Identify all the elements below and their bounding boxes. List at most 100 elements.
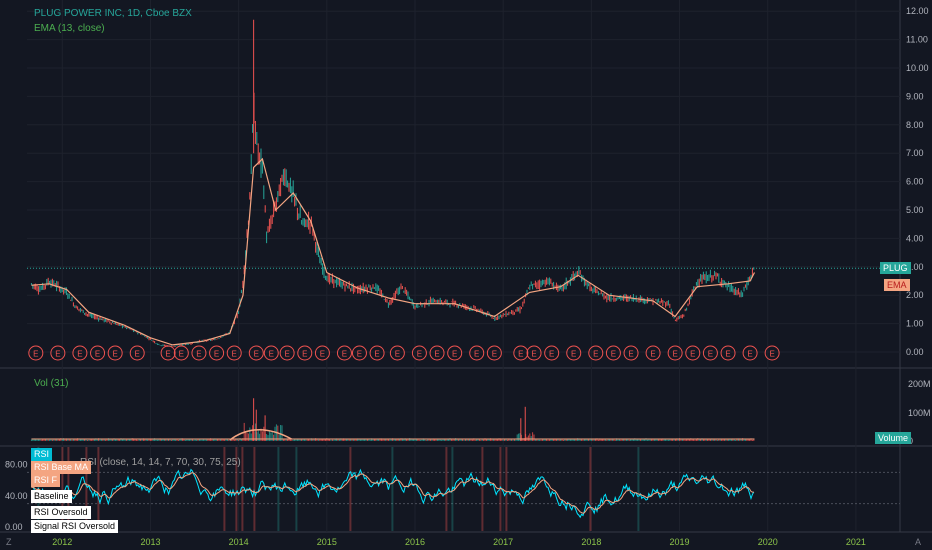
rsi-tick-label: 0.00 — [5, 522, 23, 532]
price-tick-label: 9.00 — [906, 91, 924, 101]
rsi-signal-band — [481, 447, 484, 531]
earnings-marker-icon — [263, 345, 279, 361]
rsi-signal-band — [235, 447, 238, 531]
symbol-legend[interactable]: PLUG POWER INC, 1D, Cboe BZX — [34, 8, 192, 19]
earnings-marker-label: E — [650, 350, 655, 359]
time-tick-label: 2012 — [52, 537, 72, 547]
earnings-marker-label: E — [690, 350, 695, 359]
bottom-left-corner-icon[interactable]: Z — [6, 537, 12, 547]
earnings-marker-label: E — [196, 350, 201, 359]
earnings-marker-icon — [248, 345, 264, 361]
rsi-params-legend[interactable]: RSI (close, 14, 14, 7, 70, 30, 75, 25) — [80, 457, 241, 468]
earnings-marker-icon — [129, 345, 145, 361]
earnings-marker-icon — [351, 345, 367, 361]
earnings-marker-icon — [297, 345, 313, 361]
rsi-line — [31, 468, 755, 519]
earnings-marker-icon — [28, 345, 44, 361]
price-tick-label: 12.00 — [906, 6, 929, 16]
earnings-marker-icon — [667, 345, 683, 361]
earnings-marker-label: E — [214, 350, 219, 359]
earnings-marker-label: E — [593, 350, 598, 359]
price-tick-label: 0.00 — [906, 347, 924, 357]
ema-tag: EMA — [884, 279, 910, 291]
earnings-marker-label: E — [33, 350, 38, 359]
rsi-f-label: RSI F — [31, 474, 61, 487]
earnings-marker-icon — [72, 345, 88, 361]
time-tick-label: 2015 — [317, 537, 337, 547]
earnings-marker-icon — [645, 345, 661, 361]
earnings-marker-label: E — [269, 350, 274, 359]
earnings-marker-icon — [702, 345, 718, 361]
time-tick-label: 2018 — [581, 537, 601, 547]
earnings-marker-label: E — [232, 350, 237, 359]
earnings-marker-icon — [720, 345, 736, 361]
rsi-tick-label: 40.00 — [5, 491, 28, 501]
earnings-marker-icon — [369, 345, 385, 361]
price-tick-label: 8.00 — [906, 120, 924, 130]
earnings-marker-icon — [160, 345, 176, 361]
earnings-marker-label: E — [708, 350, 713, 359]
earnings-marker-label: E — [417, 350, 422, 359]
bottom-right-corner-icon[interactable]: A — [915, 537, 922, 547]
earnings-marker-label: E — [342, 350, 347, 359]
volume-legend[interactable]: Vol (31) — [34, 378, 69, 389]
price-tick-label: 2.00 — [906, 290, 924, 300]
earnings-marker-icon — [173, 345, 189, 361]
earnings-marker-label: E — [254, 350, 259, 359]
earnings-marker-icon — [588, 345, 604, 361]
earnings-marker-icon — [90, 345, 106, 361]
earnings-marker-icon — [191, 345, 207, 361]
rsi-tick-label: 80.00 — [5, 460, 28, 470]
time-tick-label: 2017 — [493, 537, 513, 547]
earnings-marker-label: E — [549, 350, 554, 359]
earnings-marker-icon — [314, 345, 330, 361]
earnings-marker-icon — [469, 345, 485, 361]
time-tick-label: 2020 — [758, 537, 778, 547]
rsi-signal-band — [223, 447, 226, 531]
earnings-marker-label: E — [179, 350, 184, 359]
earnings-marker-label: E — [769, 350, 774, 359]
earnings-marker-icon — [486, 345, 502, 361]
ema-legend[interactable]: EMA (13, close) — [34, 23, 105, 34]
earnings-marker-label: E — [55, 350, 60, 359]
rsi-signal-band — [589, 447, 592, 531]
earnings-marker-label: E — [135, 350, 140, 359]
time-tick-label: 2014 — [229, 537, 249, 547]
earnings-marker-icon — [336, 345, 352, 361]
rsi-signal-band — [637, 447, 640, 531]
earnings-marker-icon — [389, 345, 405, 361]
earnings-marker-icon — [279, 345, 295, 361]
volume-tick-label: 200M — [908, 379, 931, 389]
earnings-marker-label: E — [628, 350, 633, 359]
volume-ma-line — [229, 429, 292, 441]
earnings-marker-icon — [544, 345, 560, 361]
rsi-signal-band — [349, 447, 352, 531]
earnings-marker-label: E — [434, 350, 439, 359]
price-tick-label: 6.00 — [906, 177, 924, 187]
rsi-oversold-label: RSI Oversold — [31, 506, 91, 519]
earnings-marker-icon — [513, 345, 529, 361]
ema-line — [31, 157, 756, 346]
earnings-marker-label: E — [747, 350, 752, 359]
rsi-signal-band — [97, 447, 100, 531]
earnings-marker-icon — [764, 345, 780, 361]
rsi-label: RSI — [31, 448, 53, 461]
earnings-marker-label: E — [284, 350, 289, 359]
earnings-marker-label: E — [518, 350, 523, 359]
earnings-marker-label: E — [474, 350, 479, 359]
earnings-marker-icon — [742, 345, 758, 361]
earnings-marker-icon — [447, 345, 463, 361]
earnings-marker-label: E — [672, 350, 677, 359]
earnings-marker-label: E — [320, 350, 325, 359]
price-tick-label: 11.00 — [906, 35, 928, 45]
earnings-marker-label: E — [95, 350, 100, 359]
signal-oversold-label: Signal RSI Oversold — [31, 520, 119, 533]
earnings-marker-label: E — [452, 350, 457, 359]
earnings-marker-icon — [566, 345, 582, 361]
earnings-marker-label: E — [357, 350, 362, 359]
earnings-marker-label: E — [492, 350, 497, 359]
time-tick-label: 2019 — [670, 537, 690, 547]
volume-tag: Volume — [875, 432, 912, 444]
earnings-marker-label: E — [725, 350, 730, 359]
